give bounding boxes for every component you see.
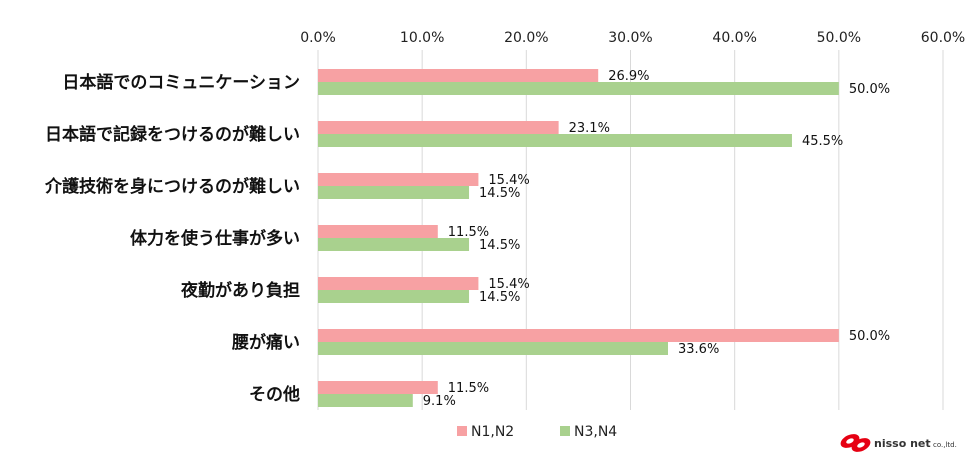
nisso-net-logo: nisso net co.,ltd.: [840, 434, 957, 452]
x-tick-label: 20.0%: [504, 30, 548, 46]
bar-n3n4: [318, 82, 839, 95]
category-label: 夜勤があり負担: [180, 280, 300, 301]
data-label: 50.0%: [849, 82, 890, 97]
bar-n1n2: [318, 69, 599, 82]
bar-n1n2: [318, 225, 438, 238]
x-tick-label: 60.0%: [921, 30, 965, 46]
category-labels: 日本語でのコミュニケーション日本語で記録をつけるのが難しい介護技術を身につけるの…: [44, 72, 300, 405]
logo-name: nisso net: [874, 437, 931, 450]
data-label: 45.5%: [802, 134, 843, 149]
legend-label-n1n2: N1,N2: [471, 424, 514, 440]
category-label: 日本語で記録をつけるのが難しい: [45, 124, 300, 145]
data-label: 50.0%: [849, 329, 890, 344]
bars: [318, 69, 839, 407]
data-labels: 26.9%50.0%23.1%45.5%15.4%14.5%11.5%14.5%…: [423, 69, 890, 409]
bar-n1n2: [318, 173, 479, 186]
data-label: 9.1%: [423, 394, 456, 409]
bar-n1n2: [318, 121, 559, 134]
x-axis-ticks: 0.0% 10.0% 20.0% 30.0% 40.0% 50.0% 60.0%: [300, 30, 965, 46]
data-label: 33.6%: [678, 342, 719, 357]
bar-n3n4: [318, 394, 413, 407]
bar-n3n4: [318, 342, 668, 355]
data-label: 11.5%: [448, 381, 489, 396]
category-label: 日本語でのコミュニケーション: [62, 72, 300, 93]
data-label: 15.4%: [488, 173, 529, 188]
grid-lines: [317, 50, 944, 410]
nisso-logo-mark-icon: [840, 434, 871, 452]
data-label: 14.5%: [479, 238, 520, 253]
logo-suffix: co.,ltd.: [933, 441, 957, 449]
legend-label-n3n4: N3,N4: [574, 424, 617, 440]
bar-n3n4: [318, 290, 470, 303]
legend-swatch-n1n2: [457, 426, 467, 436]
legend: N1,N2 N3,N4: [457, 424, 617, 440]
x-tick-label: 40.0%: [712, 30, 756, 46]
legend-swatch-n3n4: [560, 426, 570, 436]
category-label: 腰が痛い: [232, 332, 300, 353]
x-tick-label: 30.0%: [608, 30, 652, 46]
data-label: 26.9%: [608, 69, 649, 84]
bar-n3n4: [318, 134, 792, 147]
x-tick-label: 0.0%: [300, 30, 336, 46]
bar-n3n4: [318, 186, 470, 199]
category-label: その他: [249, 384, 300, 405]
x-tick-label: 50.0%: [817, 30, 861, 46]
data-label: 14.5%: [479, 186, 520, 201]
data-label: 11.5%: [448, 225, 489, 240]
data-label: 15.4%: [488, 277, 529, 292]
bar-n1n2: [318, 381, 438, 394]
bar-n1n2: [318, 277, 479, 290]
bar-n1n2: [318, 329, 839, 342]
category-label: 体力を使う仕事が多い: [130, 228, 300, 249]
bar-n3n4: [318, 238, 470, 251]
category-label: 介護技術を身につけるのが難しい: [44, 176, 300, 197]
x-tick-label: 10.0%: [400, 30, 444, 46]
data-label: 14.5%: [479, 290, 520, 305]
data-label: 23.1%: [569, 121, 610, 136]
